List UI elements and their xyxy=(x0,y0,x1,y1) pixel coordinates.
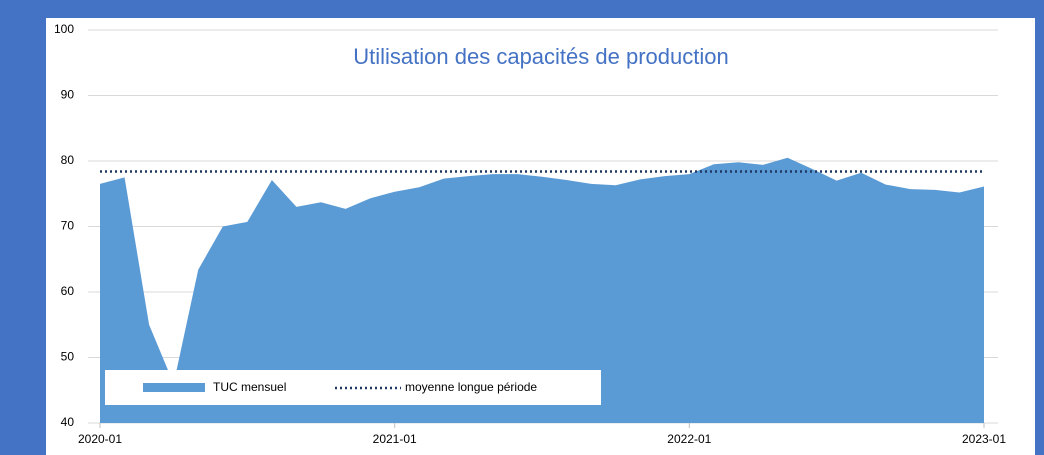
y-tick-label: 80 xyxy=(61,153,75,167)
legend-label: moyenne longue période xyxy=(405,380,537,394)
y-tick-label: 100 xyxy=(54,22,74,36)
legend-swatch xyxy=(143,383,205,392)
y-tick-label: 70 xyxy=(61,219,75,233)
y-tick-label: 60 xyxy=(61,284,75,298)
y-tick-label: 90 xyxy=(61,88,75,102)
area xyxy=(100,157,984,423)
y-tick-label: 50 xyxy=(61,350,75,364)
x-tick-label: 2020-01 xyxy=(78,432,122,446)
y-tick-label: 40 xyxy=(61,415,75,429)
chart-title: Utilisation des capacités de production xyxy=(353,44,728,69)
x-tick-label: 2022-01 xyxy=(667,432,711,446)
x-tick-label: 2023-01 xyxy=(962,432,1006,446)
x-tick-label: 2021-01 xyxy=(373,432,417,446)
legend-label: TUC mensuel xyxy=(213,380,286,394)
